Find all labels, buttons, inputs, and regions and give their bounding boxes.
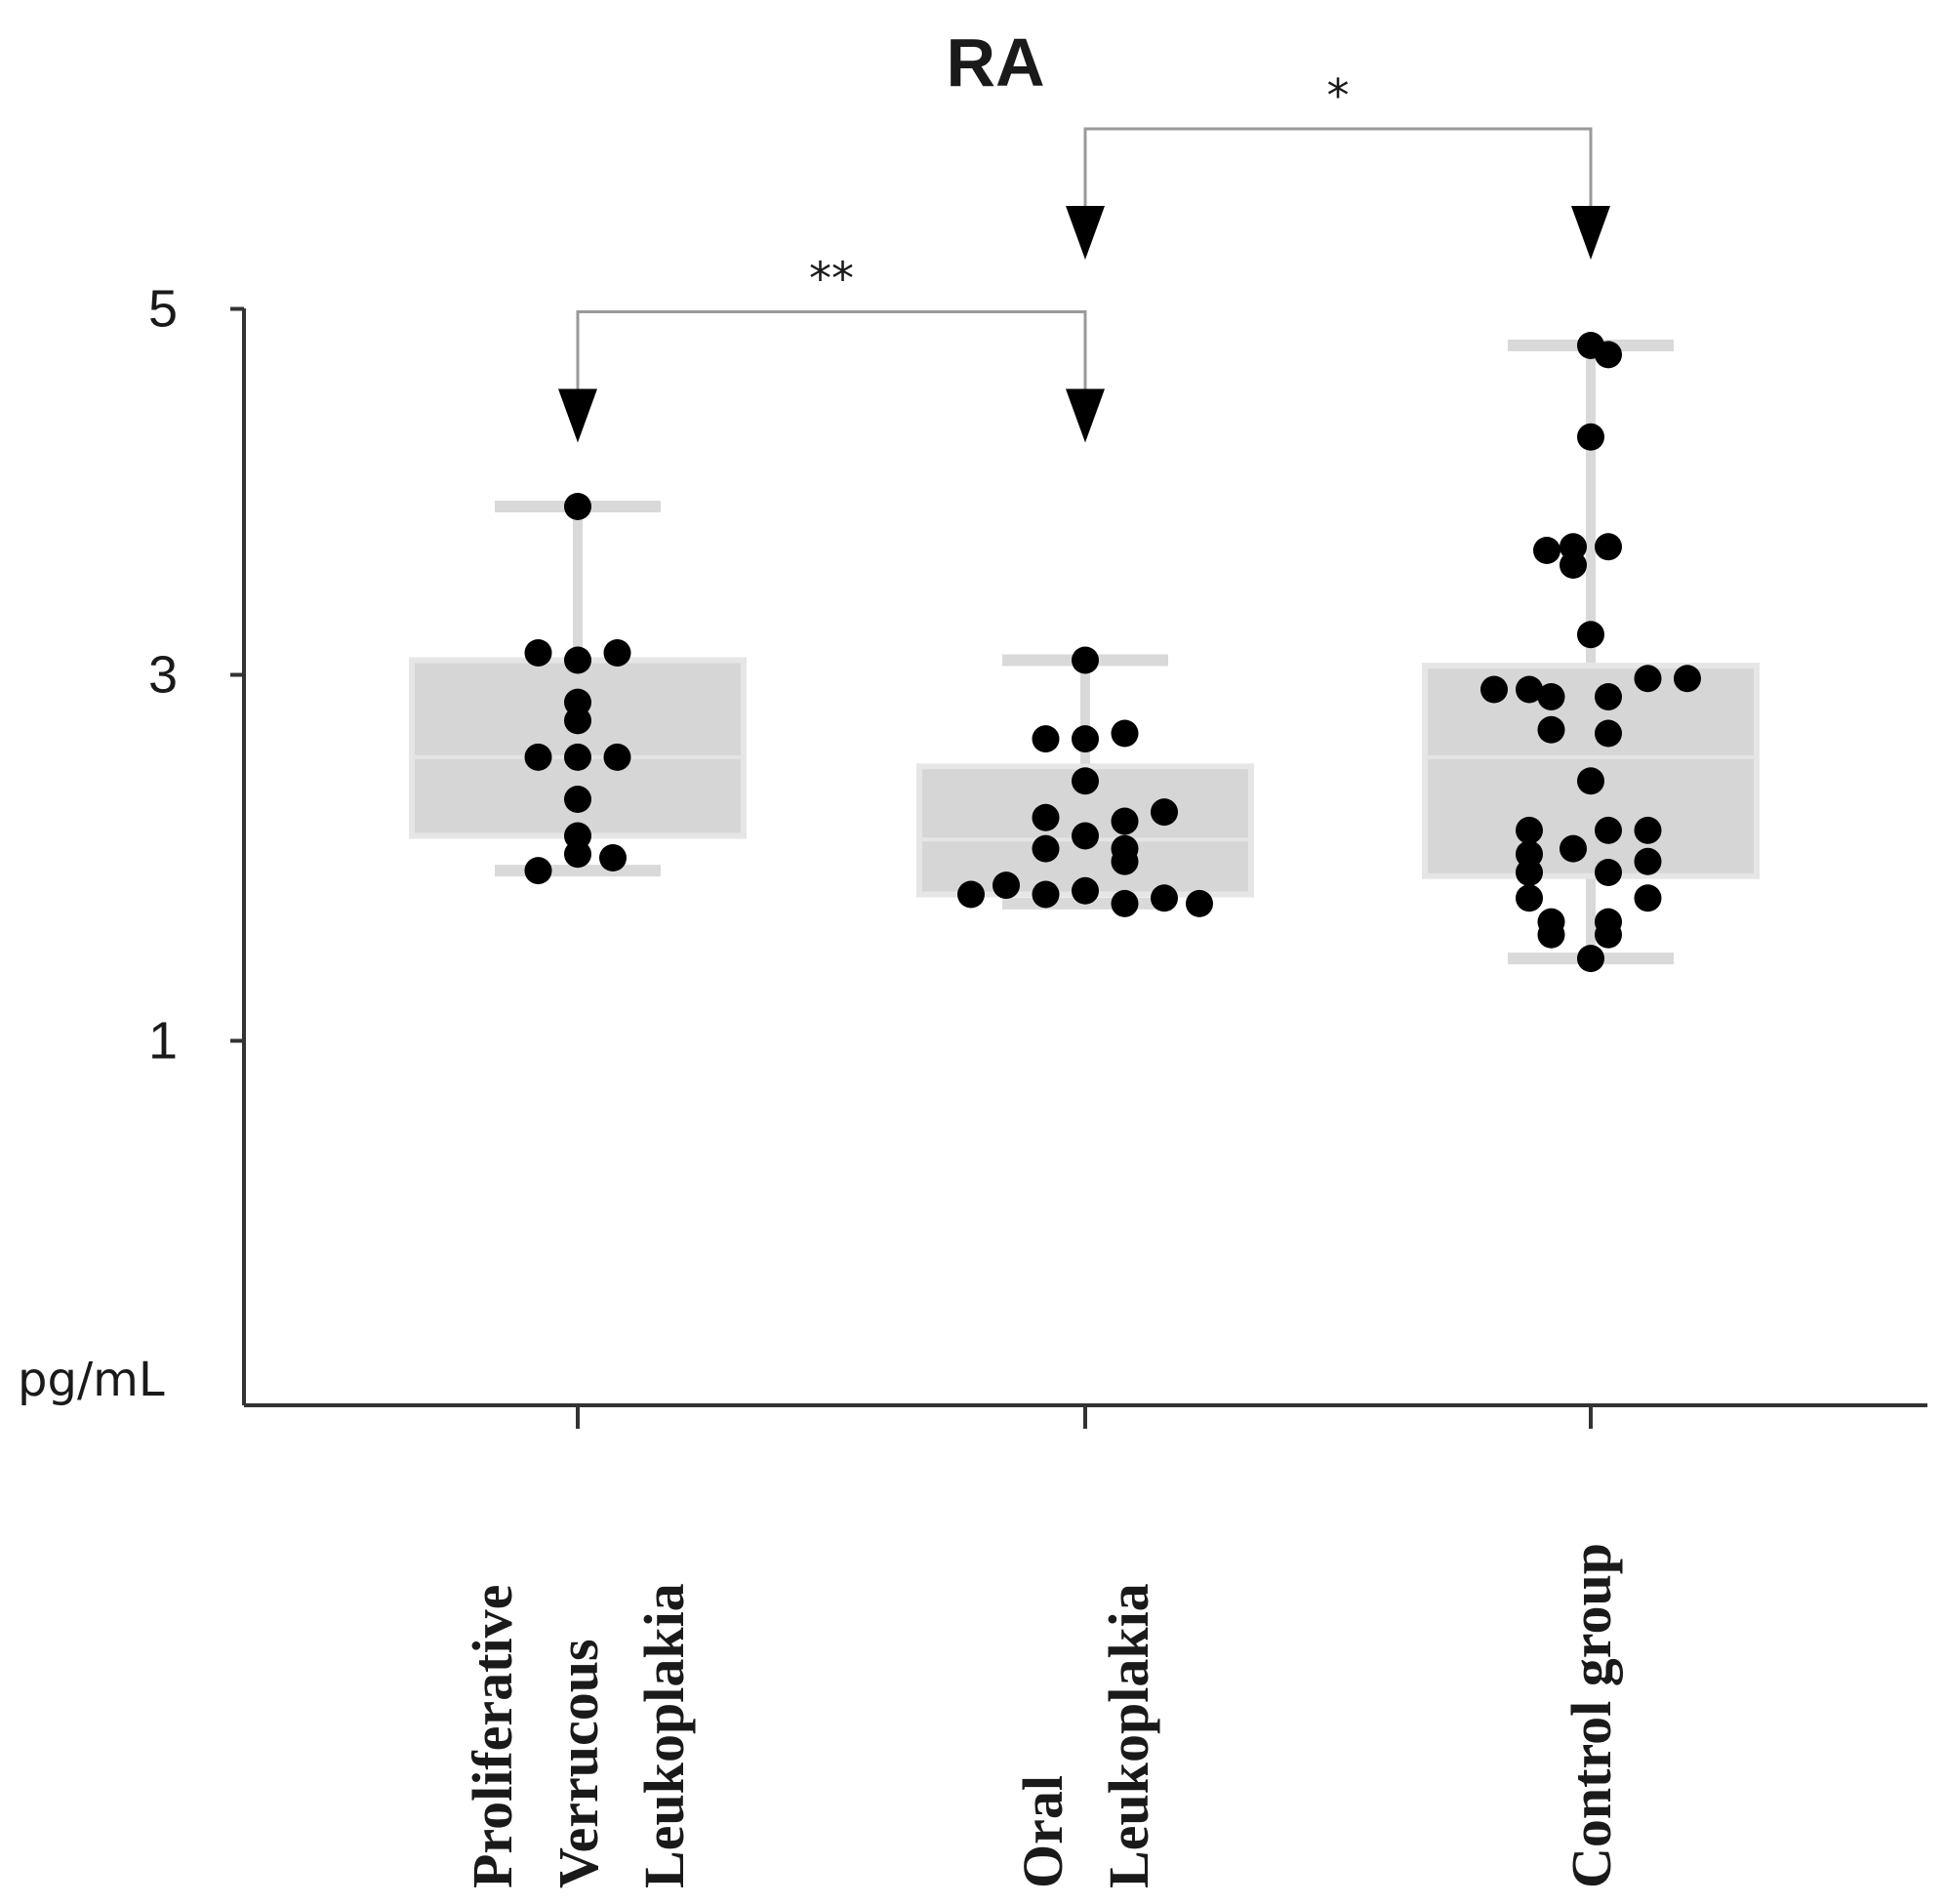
data-point-2-19 — [1634, 816, 1662, 844]
data-point-1-6 — [1072, 822, 1099, 850]
point-group — [524, 332, 1701, 973]
significance-label-0: ** — [809, 253, 854, 305]
data-point-2-18 — [1595, 816, 1622, 844]
data-point-0-0 — [564, 493, 591, 520]
data-point-2-31 — [1577, 945, 1604, 973]
data-point-2-17 — [1516, 816, 1543, 844]
data-point-2-14 — [1537, 715, 1565, 744]
data-point-2-25 — [1516, 884, 1543, 912]
data-point-2-5 — [1560, 551, 1587, 579]
data-point-2-2 — [1577, 423, 1604, 451]
data-point-0-3 — [603, 639, 631, 667]
data-point-2-16 — [1577, 767, 1604, 795]
data-point-1-0 — [1072, 646, 1099, 674]
y-ticks: 1 3 5 — [148, 280, 244, 1071]
data-point-2-21 — [1560, 834, 1587, 863]
x-category-label-1-line-0: Oral — [1011, 1775, 1074, 1888]
data-point-1-2 — [1072, 725, 1099, 753]
bracket-arrow-0-1 — [1066, 388, 1105, 443]
x-category-label-1-line-1: Leukoplakia — [1097, 1583, 1160, 1888]
data-point-1-17 — [1151, 884, 1178, 912]
data-point-0-5 — [564, 707, 591, 735]
bracket-line-1 — [1083, 127, 1593, 221]
data-point-0-2 — [564, 646, 591, 674]
significance-label-1: * — [1327, 69, 1350, 122]
bracket-line-0 — [576, 310, 1087, 404]
data-point-2-6 — [1533, 537, 1560, 564]
data-point-2-23 — [1516, 859, 1543, 886]
data-point-1-18 — [1186, 889, 1213, 917]
data-point-2-26 — [1634, 884, 1662, 912]
data-point-0-8 — [603, 743, 631, 771]
data-point-1-14 — [1032, 880, 1060, 909]
data-point-1-13 — [993, 871, 1020, 900]
data-point-2-9 — [1516, 675, 1543, 704]
x-category-label-0-line-0: Proliferative — [461, 1585, 524, 1888]
data-point-2-4 — [1595, 533, 1622, 561]
data-point-2-8 — [1480, 675, 1508, 704]
data-point-1-7 — [1111, 807, 1139, 835]
data-point-0-11 — [564, 840, 591, 869]
data-point-2-1 — [1595, 341, 1622, 369]
bracket-arrow-1-0 — [1066, 206, 1105, 260]
y-axis-unit-label: pg/mL — [18, 1353, 165, 1407]
data-point-1-4 — [1072, 767, 1099, 795]
data-point-1-3 — [1111, 719, 1139, 748]
data-point-2-15 — [1595, 719, 1622, 748]
data-point-0-9 — [564, 786, 591, 813]
data-point-1-8 — [1151, 798, 1178, 827]
data-point-2-11 — [1595, 683, 1622, 710]
data-point-1-5 — [1032, 803, 1060, 831]
data-point-2-24 — [1595, 859, 1622, 886]
x-category-label-2-line-0: Control group — [1560, 1543, 1623, 1888]
data-point-2-10 — [1537, 683, 1565, 710]
data-point-0-13 — [524, 857, 552, 885]
significance-brackets: *** — [558, 69, 1610, 443]
data-point-2-22 — [1634, 847, 1662, 875]
data-point-0-1 — [524, 639, 552, 667]
data-point-1-1 — [1032, 725, 1060, 753]
data-point-1-12 — [957, 880, 985, 909]
data-point-1-16 — [1111, 889, 1139, 917]
x-category-label-0-line-1: Verrucous — [547, 1639, 610, 1888]
data-point-0-12 — [599, 844, 627, 871]
data-point-2-13 — [1674, 665, 1701, 693]
data-point-1-11 — [1111, 847, 1139, 875]
x-ticks: Proliferative Verrucous Leukoplakia Oral Leu… — [461, 1405, 1623, 1888]
data-point-0-7 — [564, 743, 591, 771]
data-point-2-7 — [1577, 621, 1604, 649]
data-point-0-6 — [524, 743, 552, 771]
data-point-2-30 — [1595, 920, 1622, 949]
x-category-label-0-line-2: Leukoplakia — [632, 1583, 696, 1888]
bracket-arrow-0-0 — [558, 388, 597, 443]
y-tick-label-1: 3 — [148, 646, 178, 705]
data-point-2-12 — [1634, 665, 1662, 693]
data-point-1-9 — [1032, 834, 1060, 863]
chart-title: RA — [946, 24, 1044, 101]
bracket-arrow-1-1 — [1571, 206, 1610, 260]
y-tick-label-0: 1 — [148, 1012, 178, 1071]
y-tick-label-2: 5 — [148, 280, 178, 339]
data-point-1-15 — [1072, 876, 1099, 905]
data-point-2-29 — [1537, 920, 1565, 949]
